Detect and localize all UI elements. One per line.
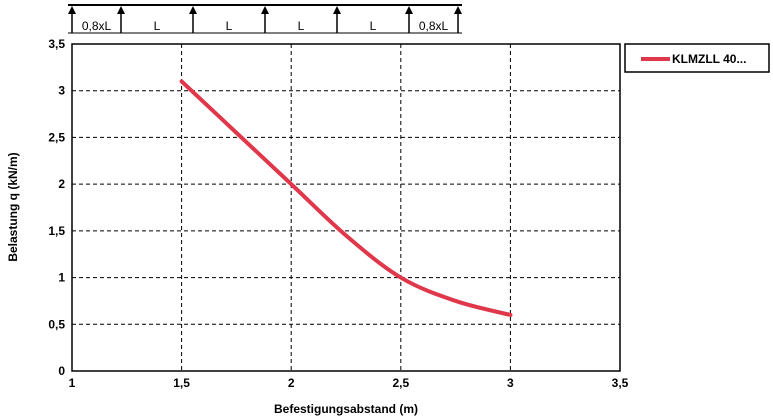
x-tick-label: 3,5 bbox=[612, 376, 629, 390]
y-tick-label: 0,5 bbox=[48, 317, 65, 331]
x-axis-title: Befestigungsabstand (m) bbox=[274, 402, 418, 416]
y-axis-ticks: 0 0,5 1 1,5 2 2,5 3 3,5 bbox=[48, 37, 65, 378]
support-arrow-head bbox=[405, 6, 413, 14]
support-arrow-head bbox=[333, 6, 341, 14]
span-diagram: 0,8xL L L L L 0,8xL bbox=[68, 4, 462, 34]
support-arrow-head bbox=[68, 6, 76, 14]
x-tick-label: 1 bbox=[69, 376, 76, 390]
x-axis-ticks: 1 1,5 2 2,5 3 3,5 bbox=[69, 376, 629, 390]
y-tick-label: 2,5 bbox=[48, 130, 65, 144]
legend-label: KLMZLL 40... bbox=[672, 52, 746, 66]
plot-area: 1 1,5 2 2,5 3 3,5 0 0,5 1 1,5 2 2,5 3 3,5 bbox=[48, 37, 628, 390]
x-tick-label: 3 bbox=[507, 376, 514, 390]
y-tick-label: 2 bbox=[58, 177, 65, 191]
span-label: L bbox=[298, 19, 305, 33]
x-tick-label: 2 bbox=[288, 376, 295, 390]
support-arrow-head bbox=[117, 6, 125, 14]
legend: KLMZLL 40... bbox=[624, 43, 770, 73]
y-tick-label: 1 bbox=[58, 271, 65, 285]
y-tick-label: 3,5 bbox=[48, 37, 65, 51]
y-axis-title: Belastung q (kN/m) bbox=[6, 152, 20, 261]
span-label: 0,8xL bbox=[82, 19, 112, 33]
support-arrow-head bbox=[454, 6, 462, 14]
series-line bbox=[179, 79, 513, 317]
y-tick-label: 3 bbox=[58, 84, 65, 98]
x-tick-label: 1,5 bbox=[173, 376, 190, 390]
span-label: L bbox=[154, 19, 161, 33]
grid bbox=[72, 44, 620, 371]
span-label: L bbox=[226, 19, 233, 33]
span-label: 0,8xL bbox=[419, 19, 449, 33]
y-tick-label: 1,5 bbox=[48, 224, 65, 238]
y-tick-label: 0 bbox=[58, 364, 65, 378]
support-arrow-head bbox=[261, 6, 269, 14]
plot-border bbox=[71, 43, 621, 372]
span-label: L bbox=[370, 19, 377, 33]
x-tick-label: 2,5 bbox=[392, 376, 409, 390]
support-arrow-head bbox=[189, 6, 197, 14]
